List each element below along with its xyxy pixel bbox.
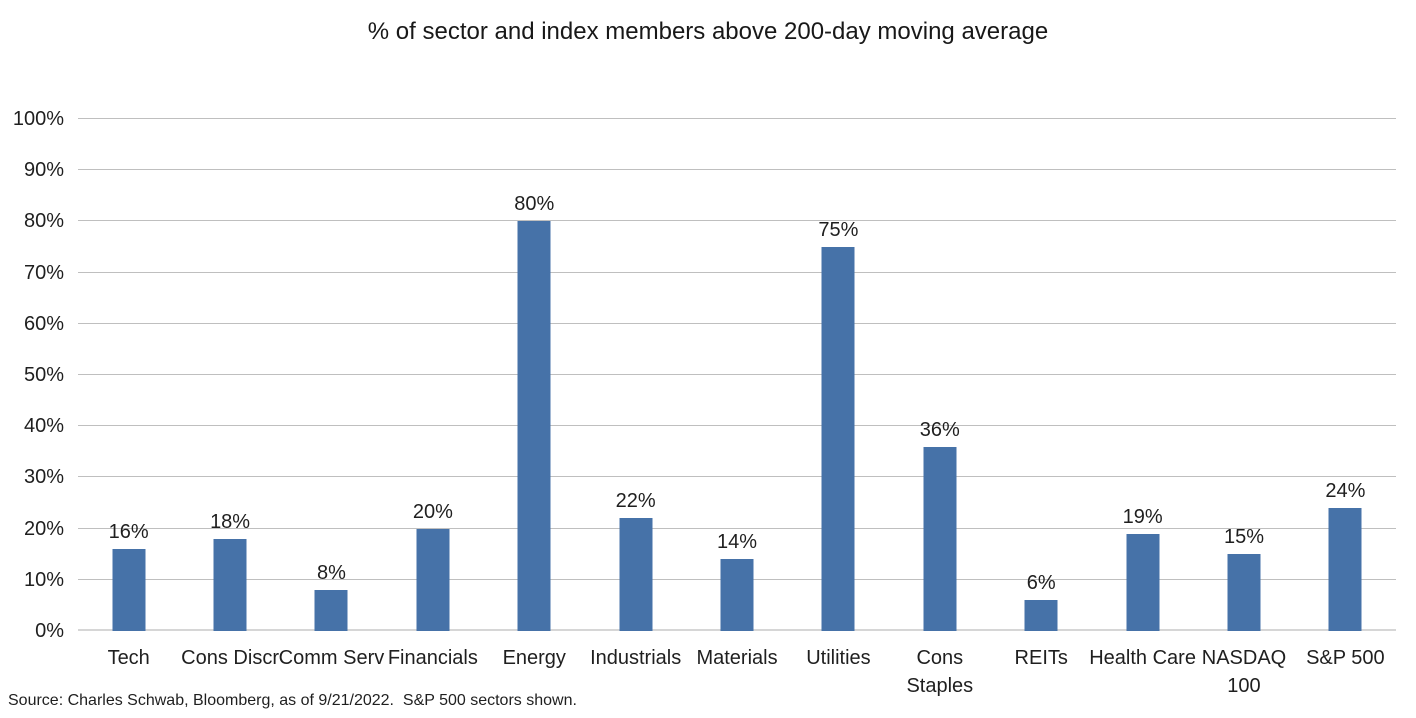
bar-value-label: 24% — [1325, 480, 1366, 503]
bar-materials — [720, 559, 754, 631]
x-category-label: Cons Discr — [181, 647, 279, 669]
bar-cons-staples — [923, 446, 957, 631]
bar-column-reits: 6% REITs — [991, 119, 1092, 669]
bar-value-label: 75% — [818, 219, 859, 241]
bar-column-cons-discr: 18% Cons Discr — [179, 119, 280, 669]
bar-health-care — [1126, 533, 1160, 631]
gridline — [78, 271, 1396, 273]
bar-column-comm-serv: 8% Comm Serv — [279, 119, 385, 669]
x-category-label: Financials — [387, 647, 478, 669]
y-tick-label: 60% — [23, 312, 64, 335]
gridline — [78, 118, 1396, 119]
bar-column-nasdaq-100: 15% NASDAQ 100 — [1193, 119, 1294, 697]
bar-value-label: 15% — [1223, 526, 1264, 549]
y-tick-label: 90% — [23, 159, 64, 182]
x-category-label: REITs — [1014, 647, 1068, 669]
y-tick-label: 10% — [23, 568, 64, 591]
bar-value-label: 36% — [919, 418, 960, 441]
y-axis: 0% 10% 20% 30% 40% 50% 60% 70% 80% 90% 100% — [0, 109, 64, 641]
bar-column-cons-staples: 36% Cons Staples — [889, 119, 990, 697]
bar-value-label: 14% — [717, 531, 758, 554]
bar-column-health-care: 19% Health Care — [1089, 119, 1196, 669]
gridline — [78, 220, 1396, 222]
bar-column-utilities: 75% Utilities — [788, 119, 889, 669]
x-category-label: Health Care — [1089, 647, 1196, 669]
bar-comm-serv — [314, 590, 348, 631]
bar-reits — [1024, 600, 1058, 631]
bar-column-financials: 20% Financials — [382, 119, 483, 669]
bar-value-label: 80% — [514, 193, 555, 216]
gridline — [78, 169, 1396, 171]
bar-column-tech: 16% Tech — [78, 119, 179, 669]
plot-area: 16% Tech 18% Cons Discr 8% Comm Serv 20% Financ… — [78, 118, 1396, 697]
gridline — [78, 476, 1396, 478]
y-tick-label: 70% — [23, 261, 64, 284]
bar-column-industrials: 22% Industrials — [585, 119, 686, 669]
y-tick-label: 40% — [23, 415, 64, 438]
x-category-label: Comm Serv — [278, 647, 385, 669]
x-category-label: Materials — [696, 647, 778, 669]
bar-column-materials: 14% Materials — [686, 119, 787, 669]
bar-utilities — [821, 247, 855, 631]
bar-value-label: 6% — [1026, 572, 1056, 595]
x-category-label: Energy — [502, 647, 566, 669]
bar-tech — [112, 549, 146, 631]
x-category-label: Utilities — [806, 647, 871, 669]
bar-column-energy: 80% Energy — [484, 119, 585, 669]
x-category-label: NASDAQ 100 — [1201, 647, 1287, 697]
bar-energy — [517, 221, 551, 631]
y-tick-label: 30% — [23, 466, 64, 489]
bar-value-label: 18% — [210, 510, 251, 533]
bar-value-label: 19% — [1122, 505, 1163, 528]
y-tick-label: 20% — [23, 517, 64, 540]
bar-value-label: 20% — [412, 500, 453, 523]
x-category-label: Industrials — [590, 647, 682, 669]
source-note: Source: Charles Schwab, Bloomberg, as of… — [8, 692, 577, 709]
bar-financials — [416, 528, 450, 631]
x-category-label: Tech — [107, 647, 150, 669]
plot-columns: 16% Tech 18% Cons Discr 8% Comm Serv 20% Financ… — [78, 119, 1396, 697]
bar-value-label: 22% — [615, 490, 656, 513]
x-category-label: Cons Staples — [906, 647, 974, 697]
bar-nasdaq-100 — [1227, 554, 1261, 631]
bar-s-p-500 — [1328, 508, 1362, 631]
gridline — [78, 322, 1396, 324]
gridline — [78, 425, 1396, 427]
y-tick-label: 100% — [12, 108, 64, 130]
y-tick-label: 0% — [35, 620, 64, 642]
bar-value-label: 16% — [108, 521, 149, 544]
bar-cons-discr — [213, 538, 247, 631]
bar-column-s-p-500: 24% S&P 500 — [1295, 119, 1396, 669]
gridline — [78, 527, 1396, 529]
bar-industrials — [619, 518, 653, 631]
x-category-label: S&P 500 — [1306, 647, 1385, 669]
bar-value-label: 8% — [317, 562, 346, 585]
chart-title: % of sector and index members above 200-… — [367, 18, 1049, 45]
y-tick-label: 50% — [23, 364, 64, 386]
gridline — [78, 374, 1396, 375]
y-tick-label: 80% — [23, 210, 64, 233]
